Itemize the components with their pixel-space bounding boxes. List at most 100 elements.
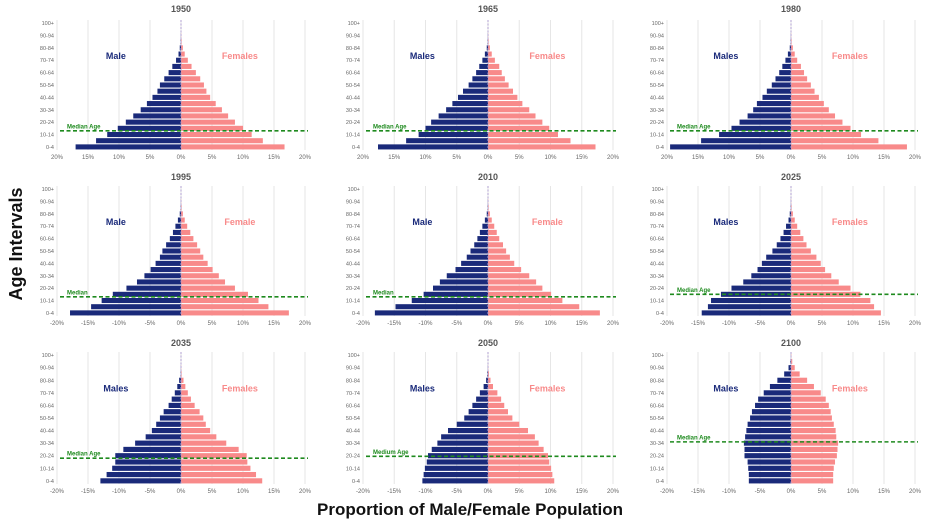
y-tick-label: 90-94	[40, 199, 54, 205]
male-bar	[464, 415, 488, 421]
median-age-label: Median	[67, 290, 88, 296]
pyramid-panel-2100: -20% -15% -10% -5% 0% 5% 10% 15% 20% 2100 0-4 10-14…	[650, 338, 922, 495]
panel-title: 2035	[171, 338, 191, 348]
female-bar	[488, 402, 505, 409]
male-bar	[423, 291, 488, 297]
x-tick-label: -10%	[112, 321, 127, 327]
female-label: Females	[529, 51, 565, 61]
male-bar	[787, 51, 791, 57]
female-bar	[791, 211, 793, 217]
male-bar	[747, 421, 791, 427]
female-bar	[181, 415, 204, 421]
y-tick-label: 20-24	[40, 120, 54, 126]
male-bar	[479, 390, 488, 396]
x-tick-label: -5%	[451, 489, 462, 495]
male-bar	[374, 310, 488, 316]
male-bar	[751, 273, 791, 279]
male-bar	[418, 131, 488, 138]
y-tick-label: 40-44	[650, 261, 664, 267]
female-bar	[488, 88, 513, 94]
female-bar	[488, 465, 552, 471]
female-bar	[181, 377, 184, 383]
panel-title: 1950	[171, 4, 191, 14]
y-tick-label: 30-34	[346, 274, 360, 280]
x-tick-label: 5%	[208, 489, 217, 495]
y-tick-label: 100+	[348, 187, 360, 193]
x-tick-label: 20%	[607, 155, 620, 161]
y-tick-label: 20-24	[40, 286, 54, 292]
y-tick-label: 70-74	[40, 391, 54, 397]
female-bar	[791, 217, 795, 223]
x-tick-label: -15%	[387, 321, 402, 327]
y-tick-label: 20-24	[346, 454, 360, 460]
male-bar	[757, 267, 791, 273]
female-bar	[181, 125, 243, 131]
y-tick-label: 60-64	[346, 403, 360, 409]
x-tick-label: 5%	[818, 155, 827, 161]
male-bar	[423, 471, 488, 478]
y-tick-label: 60-64	[346, 71, 360, 77]
female-bar	[181, 267, 213, 273]
female-bar	[791, 478, 834, 484]
y-tick-label: 80-84	[346, 212, 360, 218]
female-bar	[791, 82, 811, 88]
y-tick-label: 0-4	[46, 479, 54, 485]
x-tick-label: -5%	[755, 321, 766, 327]
panel-title: 2010	[478, 172, 498, 182]
female-bar	[488, 415, 513, 421]
male-bar	[179, 45, 181, 51]
female-bar	[791, 88, 815, 94]
y-tick-label: 50-54	[40, 416, 54, 422]
female-label: Females	[222, 384, 258, 394]
male-bar	[748, 471, 791, 478]
female-bar	[488, 478, 555, 484]
male-bar	[424, 465, 488, 471]
x-tick-label: 5%	[515, 489, 524, 495]
y-tick-label: 70-74	[40, 224, 54, 230]
y-tick-label: 80-84	[346, 378, 360, 384]
male-bar	[123, 446, 181, 453]
male-bar	[731, 125, 791, 131]
female-bar	[181, 427, 211, 434]
y-tick-label: 40-44	[346, 429, 360, 435]
female-bar	[791, 377, 808, 383]
y-tick-label: 10-14	[40, 466, 54, 472]
y-tick-label: 40-44	[346, 261, 360, 267]
x-tick-label: -15%	[387, 489, 402, 495]
female-bar	[181, 63, 192, 69]
male-bar	[466, 254, 488, 260]
pyramid-panel-2010: -20% -15% -10% -5% 0% 5% 10% 15% 20% 2010 0-4 10-14…	[346, 172, 620, 327]
male-bar	[756, 101, 791, 107]
female-label: Females	[832, 384, 868, 394]
y-tick-label: 90-94	[650, 366, 664, 372]
x-tick-label: 15%	[878, 321, 891, 327]
x-tick-label: -5%	[145, 321, 156, 327]
female-bar	[488, 279, 537, 285]
x-tick-label: 10%	[237, 155, 250, 161]
male-bar	[437, 440, 488, 446]
male-bar	[750, 415, 791, 421]
male-bar	[763, 390, 791, 396]
y-tick-label: 30-34	[40, 441, 54, 447]
y-tick-label: 50-54	[40, 83, 54, 89]
median-age-label: Median Age	[677, 288, 711, 294]
female-bar	[488, 57, 495, 63]
female-bar	[181, 291, 248, 297]
male-bar	[106, 471, 181, 478]
male-bar	[126, 285, 181, 291]
x-tick-label: 10%	[113, 155, 126, 161]
x-tick-label: 15%	[576, 321, 589, 327]
male-bar	[476, 70, 488, 76]
male-bar	[70, 310, 181, 316]
male-label: Male	[106, 217, 126, 227]
y-tick-label: 100+	[42, 187, 54, 193]
x-tick-label: 20%	[299, 489, 312, 495]
female-bar	[488, 223, 495, 229]
female-bar	[791, 285, 851, 291]
x-tick-label: 5%	[208, 321, 217, 327]
female-bar	[181, 254, 204, 260]
female-bar	[488, 260, 515, 266]
female-bar	[181, 211, 183, 217]
y-tick-label: 100+	[348, 353, 360, 359]
female-bar	[791, 402, 829, 409]
